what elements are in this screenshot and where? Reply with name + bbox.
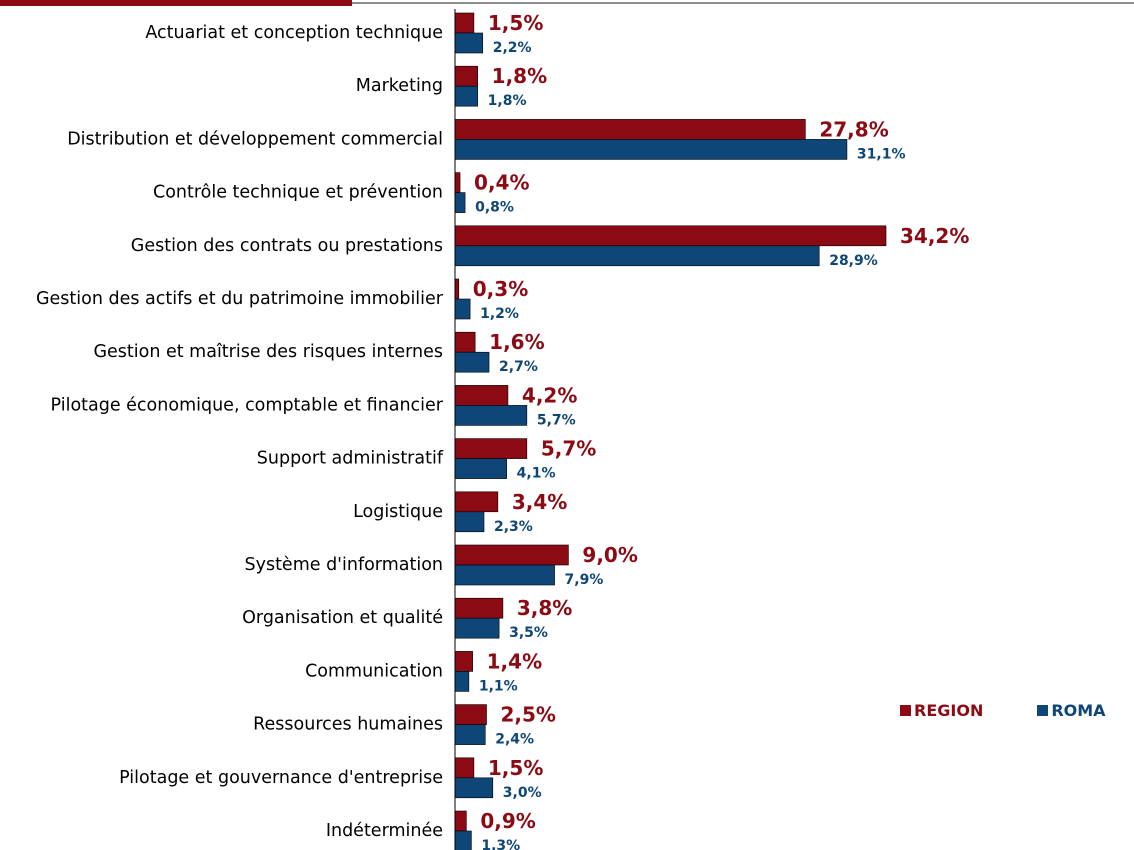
category-label-communication: Communication	[305, 661, 443, 681]
category-label-logistique: Logistique	[353, 502, 443, 522]
category-label-actuariat-et-conception-technique: Actuariat et conception technique	[145, 23, 443, 43]
category-label-marketing: Marketing	[356, 76, 443, 96]
data-label-region-controle-technique-et-prevention: 0,4%	[474, 171, 529, 195]
bar-roma-logistique	[454, 511, 485, 533]
category-label-organisation-et-qualite: Organisation et qualité	[242, 608, 443, 628]
legend-swatch-roma	[1037, 705, 1049, 716]
bar-region-distribution-et-developpement-commercial	[454, 119, 806, 140]
bar-roma-gestion-des-actifs-et-du-patrimoine-immobilier	[454, 298, 471, 320]
bar-region-support-administratif	[454, 438, 528, 459]
data-label-region-distribution-et-developpement-commercial: 27,8%	[819, 117, 888, 141]
bar-region-gestion-et-maitrise-des-risques-internes	[454, 331, 476, 353]
category-label-indeterminee: Indéterminée	[326, 821, 443, 841]
data-label-roma-pilotage-economique-comptable-et-financier: 5,7%	[537, 412, 576, 428]
data-label-region-gestion-et-maitrise-des-risques-internes: 1,6%	[489, 330, 544, 354]
data-label-roma-indeterminee: 1,3%	[481, 838, 520, 850]
legend-label-region: REGION	[914, 701, 984, 720]
data-label-region-logistique: 3,4%	[512, 490, 567, 514]
data-label-roma-organisation-et-qualite: 3,5%	[509, 625, 548, 641]
data-label-region-pilotage-economique-comptable-et-financier: 4,2%	[522, 383, 577, 407]
legend-label-roma: ROMA	[1051, 701, 1106, 720]
bar-region-gestion-des-actifs-et-du-patrimoine-immobilier	[454, 278, 460, 300]
bar-region-systeme-d-information	[454, 544, 569, 566]
data-label-roma-logistique: 2,3%	[494, 519, 533, 535]
category-label-ressources-humaines: Ressources humaines	[253, 715, 443, 735]
bar-region-marketing	[454, 65, 478, 87]
top-decoration-bar	[0, 0, 1134, 6]
category-label-distribution-et-developpement-commercial: Distribution et développement commercial	[67, 129, 443, 149]
bar-roma-communication	[454, 671, 470, 692]
bar-roma-marketing	[454, 85, 478, 107]
bar-region-pilotage-economique-comptable-et-financier	[454, 385, 509, 406]
data-label-region-support-administratif: 5,7%	[541, 437, 596, 461]
data-label-region-pilotage-et-gouvernance-d-entreprise: 1,5%	[488, 756, 543, 780]
data-label-region-indeterminee: 0,9%	[480, 809, 535, 833]
bar-roma-distribution-et-developpement-commercial	[454, 139, 848, 160]
category-label-gestion-des-actifs-et-du-patrimoine-immobilier: Gestion des actifs et du patrimoine immo…	[36, 289, 444, 309]
category-label-pilotage-et-gouvernance-d-entreprise: Pilotage et gouvernance d'entreprise	[119, 768, 443, 788]
data-label-roma-gestion-et-maitrise-des-risques-internes: 2,7%	[499, 359, 538, 375]
bar-region-indeterminee	[454, 810, 467, 832]
data-label-roma-marketing: 1,8%	[488, 93, 527, 109]
data-label-region-actuariat-et-conception-technique: 1,5%	[488, 11, 543, 35]
data-label-roma-distribution-et-developpement-commercial: 31,1%	[857, 146, 906, 162]
bar-roma-support-administratif	[454, 458, 507, 479]
data-label-region-organisation-et-qualite: 3,8%	[517, 596, 572, 620]
data-label-region-gestion-des-actifs-et-du-patrimoine-immobilier: 0,3%	[473, 277, 528, 301]
top-accent-bar	[0, 0, 352, 6]
data-label-roma-communication: 1,1%	[479, 678, 518, 694]
top-rule-line	[352, 2, 1134, 4]
data-label-region-marketing: 1,8%	[492, 64, 547, 88]
category-label-gestion-et-maitrise-des-risques-internes: Gestion et maîtrise des risques internes	[93, 342, 443, 362]
category-label-controle-technique-et-prevention: Contrôle technique et prévention	[153, 183, 443, 203]
legend-swatch-region	[900, 705, 911, 716]
bar-region-actuariat-et-conception-technique	[454, 12, 475, 34]
chart-legend: REGION ROMA	[900, 701, 1106, 720]
data-label-region-ressources-humaines: 2,5%	[501, 703, 556, 727]
bar-roma-controle-technique-et-prevention	[454, 192, 466, 213]
category-label-pilotage-economique-comptable-et-financier: Pilotage économique, comptable et financ…	[51, 395, 444, 415]
data-label-roma-systeme-d-information: 7,9%	[565, 572, 604, 588]
data-label-roma-gestion-des-contrats-ou-prestations: 28,9%	[829, 253, 878, 269]
data-label-roma-gestion-des-actifs-et-du-patrimoine-immobilier: 1,2%	[480, 306, 519, 322]
bar-roma-indeterminee	[454, 830, 472, 850]
bar-roma-gestion-et-maitrise-des-risques-internes	[454, 351, 490, 373]
bar-region-logistique	[454, 491, 499, 513]
data-label-roma-actuariat-et-conception-technique: 2,2%	[493, 40, 532, 56]
data-label-region-communication: 1,4%	[487, 649, 542, 673]
data-label-roma-controle-technique-et-prevention: 0,8%	[475, 200, 514, 216]
bar-region-gestion-des-contrats-ou-prestations	[454, 225, 887, 247]
data-label-roma-ressources-humaines: 2,4%	[495, 732, 534, 748]
category-label-gestion-des-contrats-ou-prestations: Gestion des contrats ou prestations	[131, 236, 443, 256]
data-label-roma-pilotage-et-gouvernance-d-entreprise: 3,0%	[503, 785, 542, 801]
legend-item-region: REGION	[900, 701, 983, 720]
bar-roma-gestion-des-contrats-ou-prestations	[454, 245, 820, 267]
category-label-systeme-d-information: Système d'information	[244, 555, 443, 575]
bar-roma-systeme-d-information	[454, 564, 555, 586]
category-label-support-administratif: Support administratif	[257, 449, 444, 469]
bar-region-controle-technique-et-prevention	[454, 172, 461, 193]
bar-roma-pilotage-economique-comptable-et-financier	[454, 405, 528, 426]
bar-roma-ressources-humaines	[454, 724, 486, 745]
bar-roma-actuariat-et-conception-technique	[454, 32, 484, 54]
bar-region-organisation-et-qualite	[454, 597, 504, 619]
bar-roma-pilotage-et-gouvernance-d-entreprise	[454, 777, 494, 799]
data-label-region-gestion-des-contrats-ou-prestations: 34,2%	[900, 224, 969, 248]
bar-roma-organisation-et-qualite	[454, 617, 500, 639]
bar-region-pilotage-et-gouvernance-d-entreprise	[454, 757, 475, 779]
legend-item-roma: ROMA	[1037, 701, 1106, 720]
data-label-roma-support-administratif: 4,1%	[517, 466, 556, 482]
bar-region-communication	[454, 651, 473, 672]
bar-region-ressources-humaines	[454, 704, 487, 725]
data-label-region-systeme-d-information: 9,0%	[582, 543, 637, 567]
